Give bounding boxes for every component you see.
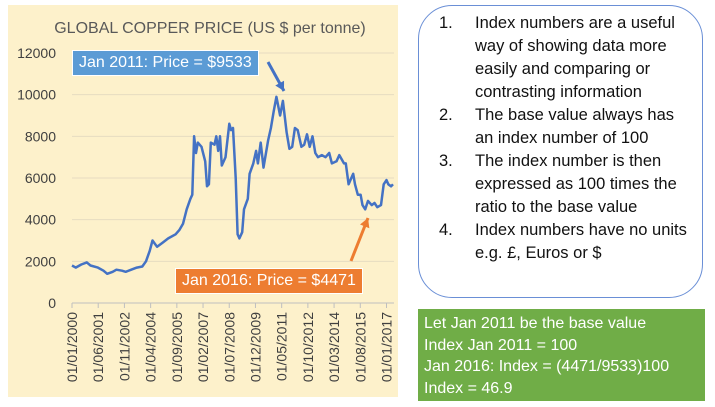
x-tick-label: 01/03/2014 (326, 312, 342, 382)
x-tick-label: 01/01/2017 (379, 312, 395, 382)
item-number: 4. (439, 221, 453, 239)
x-tick-label: 01/06/2001 (90, 312, 106, 382)
item-number: 3. (439, 152, 453, 170)
index-numbers-info-box: 1. Index numbers are a useful way of show… (418, 5, 703, 298)
chart-title: GLOBAL COPPER PRICE (US $ per tonne) (54, 20, 366, 37)
calc-line: Index = 46.9 (424, 379, 513, 397)
x-tick-label: 01/05/2011 (274, 312, 290, 381)
arrow-to-2016-low-head (360, 218, 370, 229)
info-item: 2. The base value always has an index num… (439, 104, 692, 150)
y-tick-label: 8000 (25, 128, 56, 144)
x-tick-label: 01/09/2005 (169, 312, 185, 382)
x-tick-label: 01/01/2000 (64, 312, 80, 382)
y-tick-label: 6000 (25, 170, 56, 186)
annotation-jan-2016: Jan 2016: Price = $4471 (175, 268, 363, 294)
item-number: 2. (439, 106, 453, 124)
x-tick-label: 01/12/2009 (247, 312, 263, 382)
item-text: Index numbers have no units e.g. £, Euro… (475, 221, 687, 262)
y-tick-label: 4000 (25, 212, 56, 228)
x-tick-label: 01/07/2008 (221, 312, 237, 382)
info-item: 4. Index numbers have no units e.g. £, Eu… (439, 219, 692, 265)
arrow-to-2011-peak-head (275, 80, 285, 91)
x-tick-label: 01/08/2015 (352, 312, 368, 382)
x-tick-label: 01/10/2012 (300, 312, 316, 382)
calc-line: Let Jan 2011 be the base value (424, 315, 647, 332)
x-tick-label: 01/11/2002 (116, 312, 132, 381)
info-item: 1. Index numbers are a useful way of show… (439, 12, 692, 104)
info-item: 3. The index number is then expressed as … (439, 150, 692, 219)
x-tick-label: 01/02/2007 (195, 312, 211, 382)
annotation-jan-2011: Jan 2011: Price = $9533 (72, 50, 259, 76)
price-line (71, 95, 394, 276)
item-number: 1. (439, 14, 453, 32)
calc-line: Index Jan 2011 = 100 (424, 336, 578, 354)
item-text: The base value always has an index numbe… (475, 106, 675, 147)
y-tick-label: 12000 (17, 45, 56, 61)
x-tick-label: 01/04/2004 (143, 312, 159, 382)
y-tick-label: 2000 (25, 253, 56, 269)
copper-price-chart: GLOBAL COPPER PRICE (US $ per tonne) 0 200… (17, 20, 395, 382)
y-tick-label: 10000 (17, 87, 56, 103)
calculation-box: Let Jan 2011 be the base value Index Jan… (418, 309, 705, 401)
item-text: The index number is then expressed as 10… (475, 152, 677, 216)
chart-panel: GLOBAL COPPER PRICE (US $ per tonne) 0 200… (8, 5, 398, 397)
calc-line: Jan 2016: Index = (4471/9533)100 (424, 358, 670, 375)
y-tick-label: 0 (48, 295, 56, 311)
item-text: Index numbers are a useful way of showin… (475, 14, 675, 101)
